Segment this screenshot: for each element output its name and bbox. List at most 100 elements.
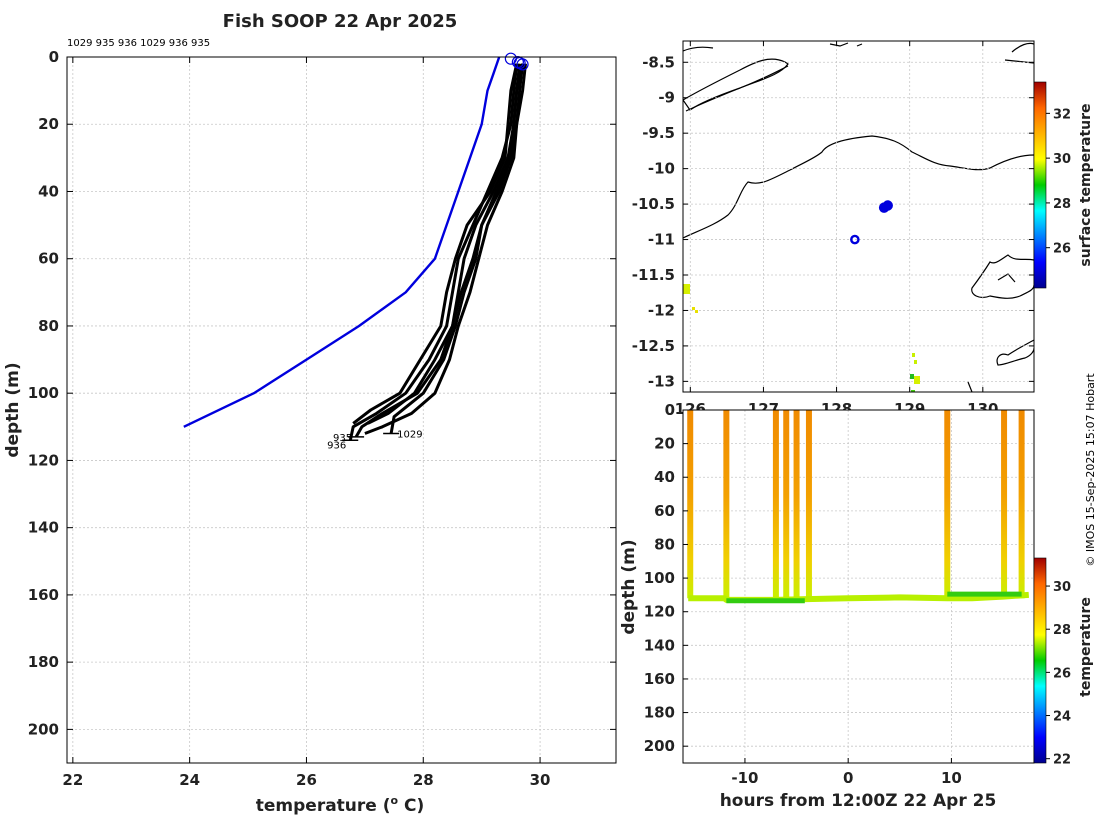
colorbar-tick-label: 26 [1053,242,1071,257]
series-line-935b [367,63,525,425]
y-tick-label: 100 [28,384,59,402]
cast-column [1018,410,1025,599]
section-casts [687,410,1029,604]
section-colorbar-ticks: 22 24 26 28 30 [1046,580,1071,768]
lat-tick-label: -13 [648,372,675,390]
lat-tick-label: -8.5 [642,53,675,71]
colorbar-tick-label: 24 [1053,710,1071,725]
cast-column [723,410,730,599]
map-colorbar-label: surface temperature [1078,103,1094,266]
cast-position-markers [850,200,893,245]
profile-axes-box [66,56,617,764]
coastline-shelf-edge [683,135,1034,239]
y-tick-label: 180 [28,653,59,671]
y-tick-label: 60 [654,502,675,520]
coastline-timor-inner [685,65,789,112]
sst-point [914,376,920,384]
y-tick-label: 40 [38,182,59,200]
x-tick-label: 22 [62,771,83,789]
lat-tick-label: -12.5 [632,337,675,355]
lat-tick-label: -10.5 [632,195,675,213]
y-tick-label: 0 [49,48,59,66]
series-line-1029b [364,63,527,435]
y-tick-label: 80 [38,317,59,335]
series-end-label: 1029 [397,430,422,441]
series-line-climatology [183,57,501,428]
y-tick-label: 0 [665,401,675,419]
cast-column [805,410,812,599]
colorbar-tick-label: 32 [1053,107,1071,122]
profile-grid [67,56,616,763]
section-colorbar-label: temperature [1078,597,1094,697]
series-line-936 [348,63,519,441]
y-tick-label: 180 [644,704,675,722]
map-panel: 126 127 128 129 130-8.5-9-9.5-10-10.5-11-11.… [632,40,1094,418]
cast-column [1001,410,1008,599]
y-tick-label: 200 [644,737,675,755]
colorbar-tick-label: 30 [1053,580,1071,595]
y-tick-label: 100 [644,569,675,587]
x-tick-label: 24 [179,771,200,789]
y-tick-label: 140 [28,519,59,537]
lat-tick-label: -9.5 [642,124,675,142]
sst-point [912,353,915,357]
sst-point [911,390,915,392]
cast-column [772,410,779,599]
cast-ids: 1029 935 936 1029 936 935 [67,38,210,49]
series-end-label: 936 [327,440,346,451]
sst-point [914,360,917,364]
y-tick-label: 20 [654,435,675,453]
lat-tick-label: -10 [648,160,675,178]
y-tick-label: 20 [38,115,59,133]
sst-point [692,307,695,310]
sst-point [695,310,698,313]
map-ticks: 126 127 128 129 130-8.5-9-9.5-10-10.5-11-11.… [632,41,1034,418]
y-tick-label: 120 [28,451,59,469]
surface-temperature-points [683,284,920,392]
y-tick-label: 160 [28,586,59,604]
y-tick-label: 140 [644,636,675,654]
map-colorbar [1033,81,1047,289]
coastlines [683,42,1034,392]
x-tick-label: 30 [530,771,551,789]
y-tick-label: 160 [644,670,675,688]
x-tick-label: 26 [296,771,317,789]
section-colorbar [1033,557,1047,764]
cast-position-marker [882,200,893,211]
x-tick-label: 0 [843,769,853,787]
cast-position-marker [850,234,860,245]
colorbar-tick-label: 26 [1053,666,1071,681]
y-tick-label: 60 [38,250,59,268]
y-tick-label: 200 [28,720,59,738]
profile-surface-markers [504,52,529,71]
profile-series [183,57,527,441]
profile-ylabel: depth (m) [3,362,23,457]
colorbar-tick-label: 30 [1053,152,1071,167]
coastline-australia [967,254,1034,392]
map-colorbar-ticks: 26 28 30 32 [1046,107,1071,257]
sst-point [683,284,690,294]
series-end-label: 935 [333,433,352,444]
x-tick-label: -10 [731,769,758,787]
series-line-935 [354,63,525,438]
bottom-track [688,591,1029,603]
section-ylabel: depth (m) [619,539,639,634]
lat-tick-label: -11.5 [632,266,675,284]
series-line-936b [352,63,519,425]
profile-ticks: 22 24 26 28 30 0 20 40 60 80 100 120 140 160 180 200 [28,48,616,789]
colorbar-tick-label: 28 [1053,623,1071,638]
cast-column [783,410,790,599]
y-tick-label: 40 [654,468,675,486]
map-grid [683,41,1034,392]
imos-credit: © IMOS 15-Sep-2025 15:07 Hobart [1084,373,1097,567]
sst-point [910,374,914,379]
x-tick-label: 28 [413,771,434,789]
lat-tick-label: -9 [658,89,675,107]
section-grid [683,409,1034,763]
x-tick-label: 10 [941,769,962,787]
